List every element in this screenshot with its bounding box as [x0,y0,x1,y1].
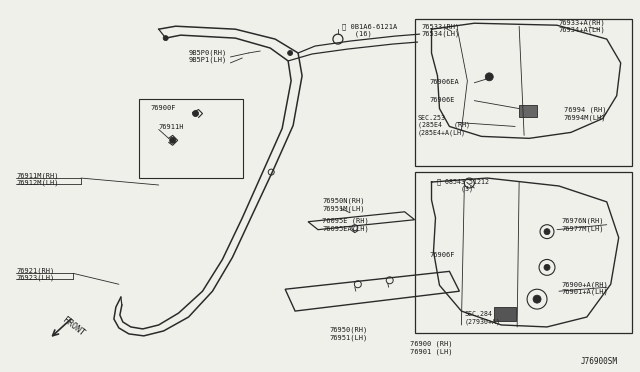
Text: 76950N(RH)
76951M(LH): 76950N(RH) 76951M(LH) [322,198,365,212]
Text: 76095E (RH)
76095EA(LH): 76095E (RH) 76095EA(LH) [322,218,369,232]
Circle shape [170,137,175,143]
Text: 76906E: 76906E [429,97,455,103]
Text: 76900 (RH)
76901 (LH): 76900 (RH) 76901 (LH) [410,341,452,355]
Text: SEC.253
(285E4   (RH)
(285E4+A(LH): SEC.253 (285E4 (RH) (285E4+A(LH) [417,115,470,135]
Bar [519,105,537,116]
Circle shape [544,264,550,270]
Text: 76533(RH)
76534(LH): 76533(RH) 76534(LH) [422,23,460,37]
Text: Ⓢ 08543-51212
      (3): Ⓢ 08543-51212 (3) [438,178,490,192]
Text: Ⓑ 0B1A6-6121A
   (16): Ⓑ 0B1A6-6121A (16) [342,23,397,37]
Circle shape [287,51,292,55]
Circle shape [485,73,493,81]
Bar [139,99,243,178]
Text: 76911M(RH)
76912M(LH): 76911M(RH) 76912M(LH) [17,172,59,186]
Text: 76921(RH)
76923(LH): 76921(RH) 76923(LH) [17,267,54,281]
Text: 9B5P0(RH)
9B5P1(LH): 9B5P0(RH) 9B5P1(LH) [189,49,227,63]
Text: 76950(RH)
76951(LH): 76950(RH) 76951(LH) [330,327,368,341]
Text: J76900SM: J76900SM [581,357,618,366]
Circle shape [163,36,168,41]
Text: 76933+A(RH)
76934+A(LH): 76933+A(RH) 76934+A(LH) [559,19,605,33]
Text: 76911H: 76911H [159,125,184,131]
Text: 76906F: 76906F [429,251,455,257]
Bar [494,307,516,321]
Text: 76906EA: 76906EA [429,79,460,85]
Text: 76900+A(RH)
76901+A(LH): 76900+A(RH) 76901+A(LH) [562,281,609,295]
Circle shape [193,110,198,116]
Text: 76900F: 76900F [151,105,176,110]
Circle shape [544,229,550,235]
Circle shape [533,295,541,303]
Text: 76976N(RH)
76977M(LH): 76976N(RH) 76977M(LH) [562,218,604,232]
Bar [415,19,632,166]
Text: FRONT: FRONT [61,315,86,337]
Text: 76994 (RH)
76994M(LH): 76994 (RH) 76994M(LH) [564,107,607,121]
Bar [415,172,632,333]
Text: SEC.284
(27930+A): SEC.284 (27930+A) [465,311,500,324]
